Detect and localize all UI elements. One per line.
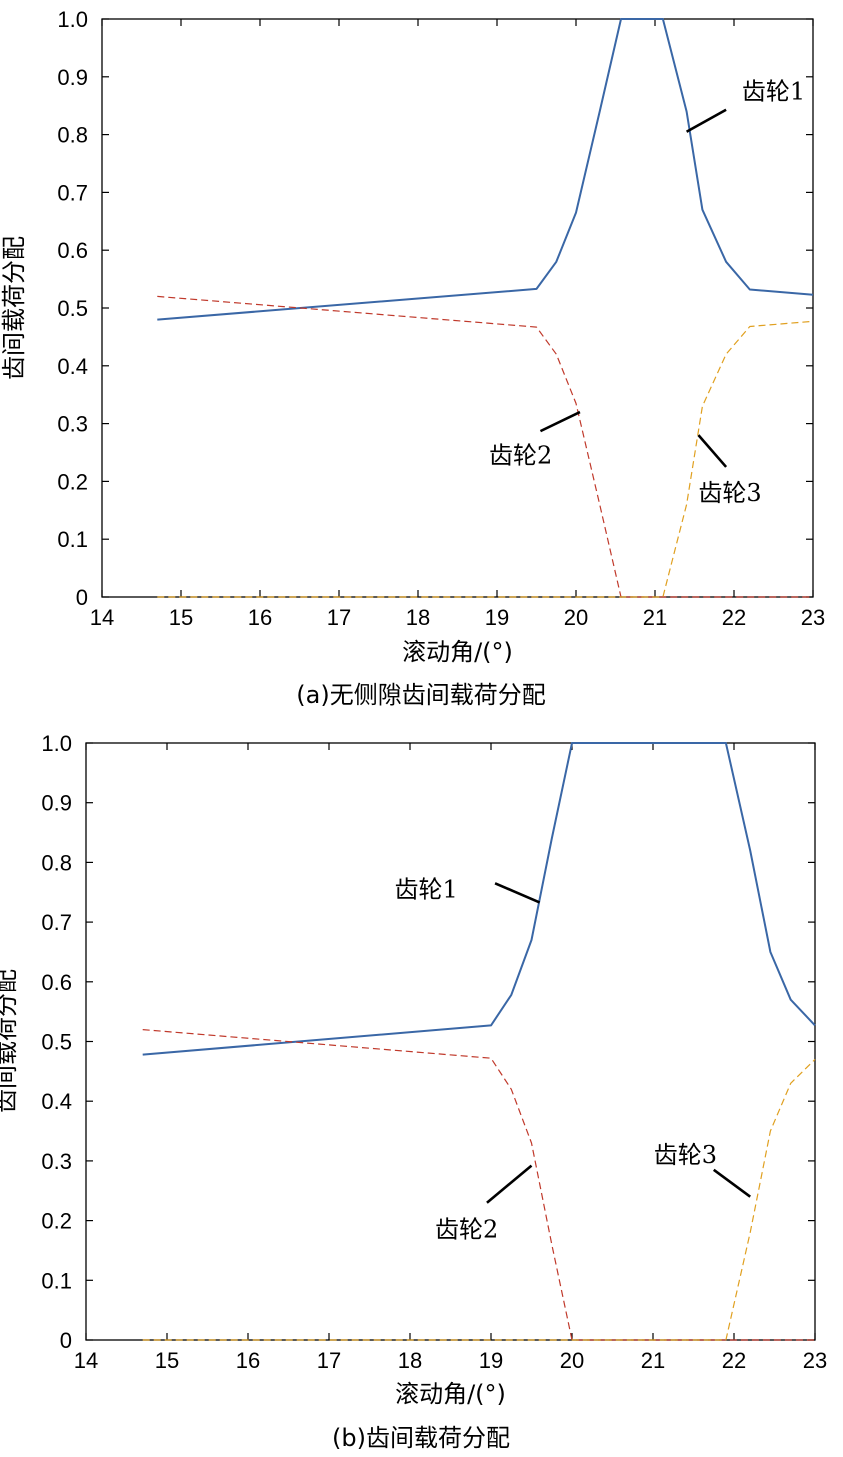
x-tick-label: 19 — [485, 605, 509, 630]
annotation-label: 齿轮2 — [435, 1216, 498, 1244]
x-tick-label: 23 — [803, 1348, 827, 1373]
y-tick-label: 0.7 — [57, 180, 88, 205]
annotation-label: 齿轮2 — [489, 441, 552, 469]
y-tick-label: 0.3 — [41, 1149, 72, 1174]
annotation-leader-line — [539, 410, 581, 433]
x-tick-label: 22 — [722, 1348, 746, 1373]
y-tick-label: 0.6 — [41, 970, 72, 995]
y-tick-label: 0 — [76, 585, 88, 610]
x-tick-label: 15 — [169, 605, 193, 630]
y-tick-label: 0.3 — [57, 412, 88, 437]
x-tick-label: 21 — [643, 605, 667, 630]
x-tick-label: 16 — [236, 1348, 260, 1373]
figure-caption: (a)无侧隙齿间载荷分配 — [296, 681, 545, 709]
series-line-gear-2 — [157, 295, 813, 598]
y-tick-label: 0.5 — [57, 296, 88, 321]
annotation-label: 齿轮1 — [742, 77, 805, 105]
series-line-gear-1 — [157, 18, 814, 321]
y-tick-label: 0.9 — [41, 791, 72, 816]
x-tick-label: 20 — [564, 605, 588, 630]
chart-panel-a: 14 15 16 17 18 19 20 21 22 23 0 0.1 0.2 0.3 0.4 0.5 0.6 0… — [0, 7, 825, 709]
y-tick-label: 0.5 — [41, 1030, 72, 1055]
x-tick-label: 22 — [722, 605, 746, 630]
x-tick-label: 21 — [641, 1348, 665, 1373]
y-tick-label: 0.8 — [41, 850, 72, 875]
y-tick-label: 1.0 — [41, 731, 72, 756]
annotation-leader-line — [712, 1168, 751, 1198]
x-tick-label: 18 — [398, 1348, 422, 1373]
y-axis-label: 齿间载荷分配 — [0, 969, 20, 1113]
series-line-gear-3 — [157, 320, 814, 598]
y-tick-label: 0 — [60, 1328, 72, 1353]
y-tick-label: 0.7 — [41, 910, 72, 935]
y-tick-label: 0.9 — [57, 65, 88, 90]
annotation-leader-line — [697, 434, 728, 468]
x-tick-label: 17 — [317, 1348, 341, 1373]
x-axis-label: 滚动角/(°) — [402, 638, 513, 666]
annotation-label: 齿轮3 — [698, 479, 761, 507]
plot-area-frame — [85, 742, 816, 1341]
x-tick-label: 23 — [801, 605, 825, 630]
y-tick-label: 0.4 — [57, 354, 88, 379]
x-axis-label: 滚动角/(°) — [395, 1380, 506, 1408]
chart-panel-b: 14 15 16 17 18 19 20 21 22 23 0 0.1 0.2 0.3 0.4 0.5 0.6 0… — [0, 731, 827, 1452]
x-tick-label: 15 — [155, 1348, 179, 1373]
x-tick-label: 14 — [74, 1348, 98, 1373]
x-tick-label: 16 — [248, 605, 272, 630]
series-line-gear-1 — [142, 742, 816, 1056]
y-tick-label: 0.4 — [41, 1089, 72, 1114]
x-tick-label: 14 — [90, 605, 114, 630]
annotation-leader-line — [486, 1164, 533, 1204]
series-line-gear-2 — [142, 1029, 815, 1341]
annotation-leader-line — [494, 882, 541, 904]
annotation-label: 齿轮1 — [395, 875, 458, 903]
x-tick-label: 18 — [406, 605, 430, 630]
y-tick-label: 0.2 — [41, 1209, 72, 1234]
x-tick-label: 19 — [479, 1348, 503, 1373]
y-tick-label: 0.8 — [57, 123, 88, 148]
plot-area-frame — [101, 18, 814, 598]
y-tick-label: 0.1 — [41, 1268, 72, 1293]
series-line-gear-3 — [142, 1058, 816, 1341]
annotation-leader-line — [685, 108, 727, 133]
y-tick-label: 0.6 — [57, 238, 88, 263]
figure-caption: (b)齿间载荷分配 — [332, 1424, 510, 1452]
x-tick-label: 17 — [327, 605, 351, 630]
y-tick-label: 0.2 — [57, 469, 88, 494]
y-tick-label: 1.0 — [57, 7, 88, 32]
y-axis-label: 齿间载荷分配 — [0, 236, 28, 380]
y-tick-label: 0.1 — [57, 527, 88, 552]
annotation-label: 齿轮3 — [654, 1141, 717, 1169]
x-tick-label: 20 — [560, 1348, 584, 1373]
